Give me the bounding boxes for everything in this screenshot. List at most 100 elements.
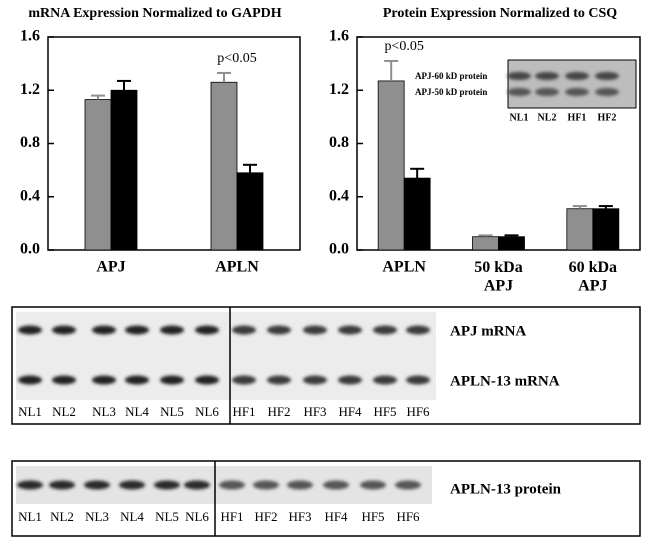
band [323, 480, 349, 490]
error-bar [243, 163, 257, 173]
bar [377, 80, 405, 251]
bar [110, 89, 138, 251]
lane-label: HF1 [232, 404, 255, 419]
inset-label: APJ-60 kD protein [415, 71, 487, 81]
y-tick-label: 1.2 [20, 81, 40, 98]
lane-label: NL5 [160, 404, 184, 419]
mrna-blot-image [16, 312, 436, 400]
band [92, 375, 116, 385]
y-tick-label: 0.8 [20, 134, 40, 151]
lane-label: NL3 [92, 404, 116, 419]
inset-lane-label: HF1 [568, 112, 587, 123]
band [160, 325, 184, 335]
band [92, 325, 116, 335]
lane-label: HF1 [220, 509, 243, 524]
row-label: APLN-13 protein [450, 481, 562, 497]
error-bar [504, 234, 519, 237]
band [49, 480, 75, 490]
error-bar [410, 167, 425, 179]
lane-label: HF2 [254, 509, 277, 524]
x-tick-label: 50 kDa APJ [474, 259, 522, 294]
y-tick-label: 0.0 [329, 241, 349, 258]
error-bar [217, 71, 231, 83]
band [184, 480, 210, 490]
bar [84, 99, 112, 251]
error-bar [572, 205, 587, 209]
lane-label: NL4 [120, 509, 144, 524]
band [253, 480, 279, 490]
bar [592, 208, 620, 251]
band [125, 325, 149, 335]
annotation: p<0.05 [217, 51, 256, 66]
band [267, 375, 291, 385]
band [360, 480, 386, 490]
lane-label: HF3 [303, 404, 326, 419]
x-tick-label: APJ [96, 259, 125, 276]
error-bar [117, 79, 131, 91]
error-bar [384, 59, 399, 81]
band [160, 375, 184, 385]
y-tick-label: 1.6 [20, 28, 40, 45]
lane-label: NL1 [18, 509, 42, 524]
band [195, 375, 219, 385]
lane-label: NL5 [155, 509, 179, 524]
blot-bands [17, 72, 619, 490]
lane-label: NL6 [195, 404, 219, 419]
inset-blot-image [507, 59, 637, 109]
chart-title: Protein Expression Normalized to CSQ [383, 6, 617, 21]
band [119, 480, 145, 490]
bar [566, 208, 594, 251]
bar [236, 172, 264, 251]
band [373, 325, 397, 335]
band [338, 325, 362, 335]
mrna-blot-frame [11, 306, 641, 425]
lane-label: NL3 [85, 509, 109, 524]
band [565, 72, 589, 80]
band [219, 480, 245, 490]
bar [403, 177, 431, 251]
band [595, 88, 619, 96]
lane-label: HF3 [288, 509, 311, 524]
band [535, 88, 559, 96]
x-tick-label: APLN [382, 259, 426, 276]
error-bar [478, 234, 493, 237]
band [232, 375, 256, 385]
lane-label: NL2 [50, 509, 74, 524]
chart-title: mRNA Expression Normalized to GAPDH [28, 6, 281, 21]
band [507, 88, 531, 96]
lane-label: HF6 [406, 404, 430, 419]
band [52, 375, 76, 385]
protein-blot-frame [11, 460, 641, 537]
x-tick-label: APLN [215, 259, 259, 276]
x-tick-label: 60 kDa APJ [569, 259, 617, 294]
bar [472, 236, 499, 251]
band [406, 325, 430, 335]
y-tick-label: 1.6 [329, 28, 349, 45]
annotation: p<0.05 [384, 39, 423, 54]
band [17, 480, 43, 490]
band [125, 375, 149, 385]
lane-label: HF4 [338, 404, 362, 419]
inset-lane-label: NL2 [538, 112, 557, 123]
band [507, 72, 531, 80]
y-tick-label: 0.4 [20, 187, 40, 204]
lane-label: NL6 [185, 509, 209, 524]
y-tick-label: 1.2 [329, 81, 349, 98]
band [84, 480, 110, 490]
lane-label: HF5 [361, 509, 384, 524]
band [195, 325, 219, 335]
band [565, 88, 589, 96]
band [595, 72, 619, 80]
bar [498, 236, 525, 251]
lane-label: HF5 [373, 404, 396, 419]
y-tick-label: 0.8 [329, 134, 349, 151]
error-bar [598, 205, 613, 209]
band [287, 480, 313, 490]
band [406, 375, 430, 385]
band [373, 375, 397, 385]
band [535, 72, 559, 80]
lane-label: NL4 [125, 404, 149, 419]
band [303, 325, 327, 335]
error-bar [91, 94, 105, 100]
band [154, 480, 180, 490]
